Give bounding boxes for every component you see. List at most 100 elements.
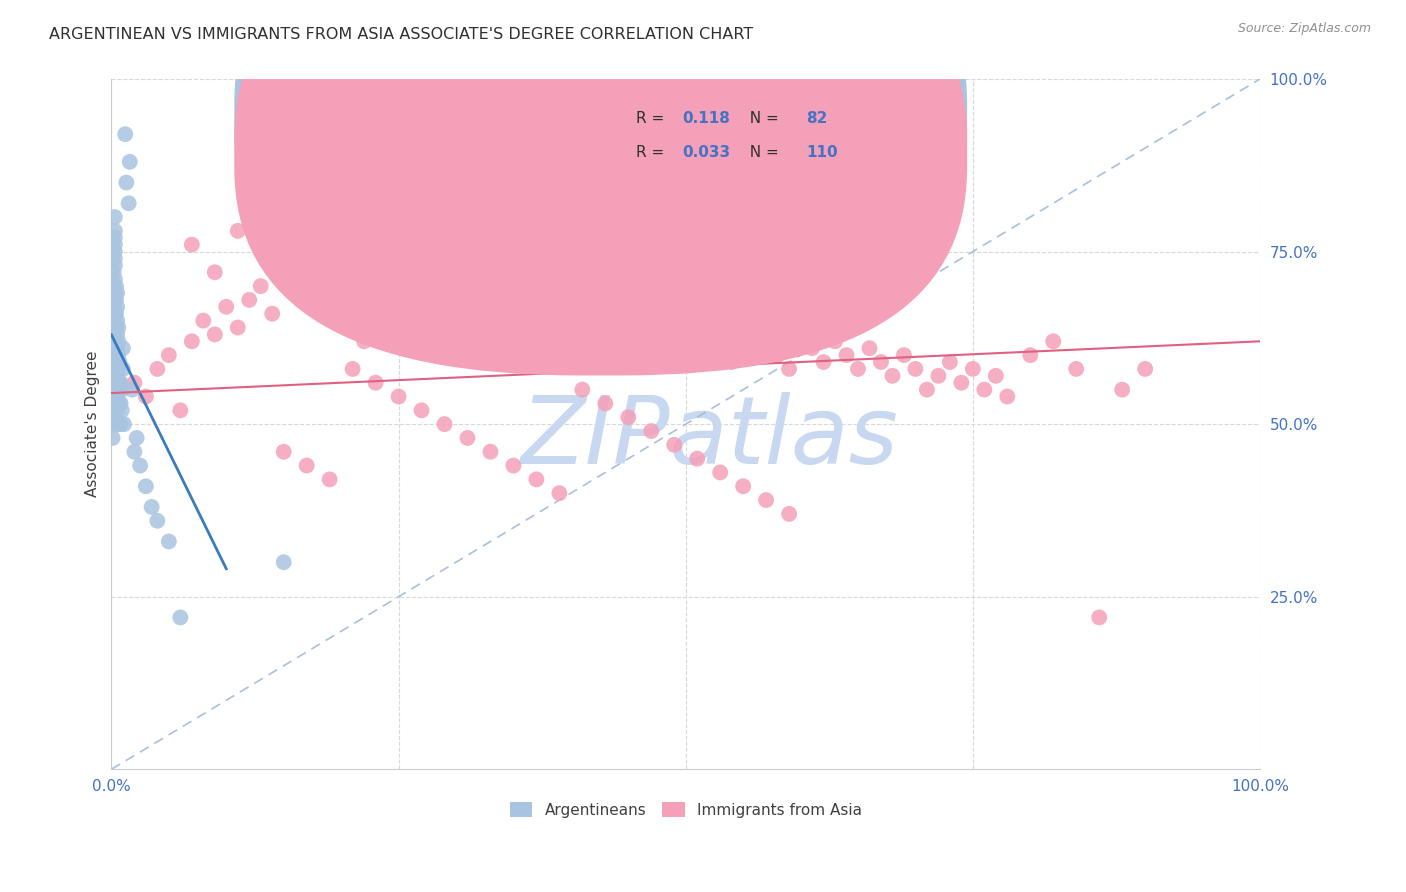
- Point: [640, 327, 662, 342]
- Point: [146, 362, 169, 376]
- Point: [950, 376, 973, 390]
- Point: [103, 279, 125, 293]
- Point: [1088, 610, 1111, 624]
- Point: [262, 307, 284, 321]
- Point: [226, 224, 249, 238]
- Point: [110, 376, 132, 390]
- Point: [353, 334, 375, 349]
- Point: [686, 348, 709, 362]
- Point: [105, 279, 128, 293]
- Point: [491, 300, 513, 314]
- Point: [105, 320, 128, 334]
- Point: [651, 341, 673, 355]
- Point: [141, 500, 163, 514]
- Point: [180, 334, 202, 349]
- Point: [526, 293, 548, 307]
- Point: [103, 396, 125, 410]
- Point: [915, 383, 938, 397]
- Text: ARGENTINEAN VS IMMIGRANTS FROM ASIA ASSOCIATE'S DEGREE CORRELATION CHART: ARGENTINEAN VS IMMIGRANTS FROM ASIA ASSO…: [49, 27, 754, 42]
- Point: [226, 320, 249, 334]
- Point: [468, 334, 491, 349]
- Text: ZIPatlas: ZIPatlas: [520, 392, 897, 483]
- Text: 0.033: 0.033: [682, 145, 730, 161]
- Point: [537, 320, 560, 334]
- Point: [105, 327, 128, 342]
- Point: [433, 417, 456, 431]
- Point: [778, 507, 800, 521]
- Point: [364, 376, 387, 390]
- Legend: Argentineans, Immigrants from Asia: Argentineans, Immigrants from Asia: [503, 796, 868, 824]
- Point: [101, 431, 124, 445]
- Point: [112, 417, 135, 431]
- Point: [101, 403, 124, 417]
- Point: [640, 424, 662, 438]
- Point: [571, 383, 593, 397]
- Point: [617, 320, 640, 334]
- Point: [411, 403, 433, 417]
- Point: [204, 265, 226, 279]
- Point: [107, 417, 129, 431]
- Point: [101, 320, 124, 334]
- Point: [755, 334, 778, 349]
- Point: [105, 285, 128, 300]
- Point: [939, 355, 962, 369]
- Text: 0.118: 0.118: [682, 111, 730, 126]
- Point: [709, 466, 731, 480]
- Point: [103, 368, 125, 383]
- Point: [548, 300, 571, 314]
- Point: [422, 327, 444, 342]
- Point: [111, 403, 134, 417]
- Point: [973, 383, 995, 397]
- Point: [582, 327, 605, 342]
- Point: [813, 355, 835, 369]
- Point: [995, 390, 1018, 404]
- Point: [399, 293, 422, 307]
- Point: [249, 279, 271, 293]
- Point: [595, 307, 617, 321]
- Point: [1019, 348, 1042, 362]
- Point: [105, 376, 128, 390]
- Point: [180, 237, 202, 252]
- Point: [1042, 334, 1064, 349]
- Point: [835, 348, 858, 362]
- Y-axis label: Associate's Degree: Associate's Degree: [86, 351, 100, 498]
- Point: [193, 313, 215, 327]
- Point: [101, 383, 124, 397]
- Point: [273, 265, 295, 279]
- Point: [105, 362, 128, 376]
- Point: [238, 293, 260, 307]
- Point: [697, 320, 720, 334]
- Point: [789, 327, 811, 342]
- Point: [755, 493, 778, 508]
- Point: [110, 396, 132, 410]
- Point: [104, 231, 127, 245]
- Point: [103, 313, 125, 327]
- Point: [927, 368, 949, 383]
- Point: [105, 293, 128, 307]
- Point: [617, 410, 640, 425]
- Point: [628, 300, 651, 314]
- Point: [273, 555, 295, 569]
- Point: [571, 313, 593, 327]
- Point: [709, 334, 731, 349]
- Point: [121, 383, 143, 397]
- Point: [124, 376, 146, 390]
- Point: [135, 479, 157, 493]
- Text: R =: R =: [637, 145, 669, 161]
- Point: [114, 127, 136, 141]
- Point: [273, 444, 295, 458]
- Point: [766, 348, 789, 362]
- Point: [169, 610, 191, 624]
- Point: [107, 334, 129, 349]
- Point: [111, 341, 134, 355]
- Point: [107, 383, 129, 397]
- Point: [1133, 362, 1156, 376]
- Point: [801, 341, 824, 355]
- Point: [744, 320, 766, 334]
- Point: [104, 224, 127, 238]
- Point: [846, 362, 869, 376]
- Point: [675, 327, 697, 342]
- Point: [104, 272, 127, 286]
- Point: [104, 210, 127, 224]
- Point: [115, 176, 138, 190]
